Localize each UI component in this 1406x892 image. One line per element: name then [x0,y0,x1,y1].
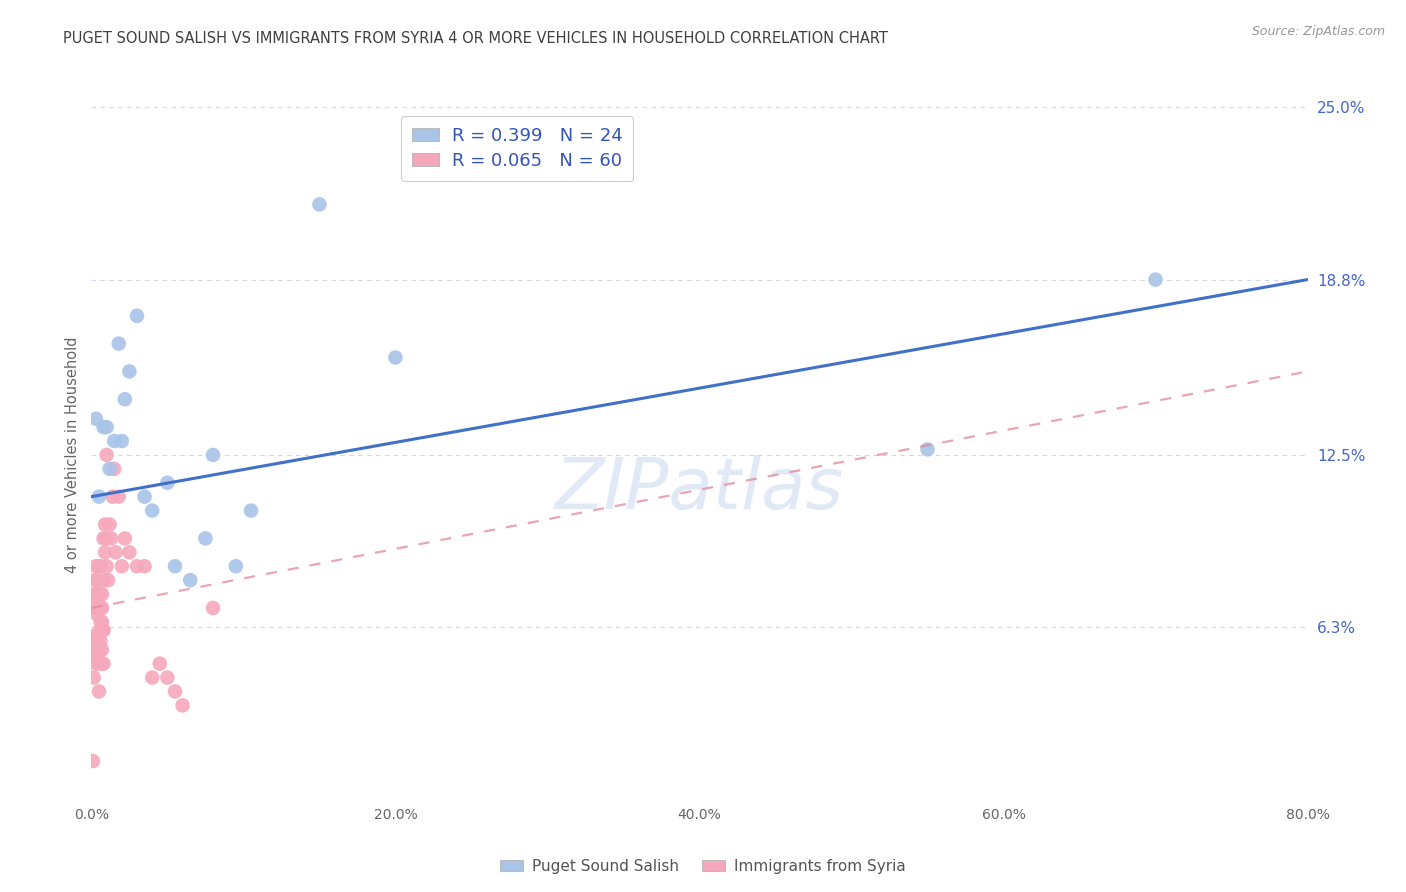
Point [89,634,111,648]
Point [96,559,118,574]
Point [87,559,110,574]
Point [96,448,118,462]
Legend: Puget Sound Salish, Immigrants from Syria: Puget Sound Salish, Immigrants from Syri… [494,853,912,880]
Point [240,503,263,517]
Point [149,657,172,671]
Point [308,197,330,211]
Y-axis label: 4 or more Vehicles in Household: 4 or more Vehicles in Household [65,336,80,574]
Point [83,642,105,657]
Point [97,573,120,587]
Point [141,671,163,685]
Point [172,698,194,713]
Point [87,684,110,698]
Point [84,587,107,601]
Point [118,364,141,378]
Point [917,442,939,457]
Point [86,651,108,665]
Point [89,615,111,629]
Point [83,671,105,685]
Point [96,420,118,434]
Point [107,336,129,351]
Point [89,624,111,638]
Point [94,532,117,546]
Point [86,634,108,648]
Point [125,559,148,574]
Point [89,601,111,615]
Point [163,559,186,574]
Point [87,657,110,671]
Point [225,559,247,574]
Point [103,462,125,476]
Point [100,532,122,546]
Point [93,657,115,671]
Point [118,545,141,559]
Point [93,624,115,638]
Text: ZIPatlas: ZIPatlas [555,455,844,524]
Point [101,490,124,504]
Point [86,629,108,643]
Point [84,607,107,621]
Point [179,573,201,587]
Point [83,573,105,587]
Point [90,657,112,671]
Point [1144,272,1167,286]
Text: PUGET SOUND SALISH VS IMMIGRANTS FROM SYRIA 4 OR MORE VEHICLES IN HOUSEHOLD CORR: PUGET SOUND SALISH VS IMMIGRANTS FROM SY… [63,31,889,46]
Point [86,587,108,601]
Point [114,532,136,546]
Point [93,532,115,546]
Point [84,411,107,425]
Point [83,629,105,643]
Point [89,559,111,574]
Point [86,573,108,587]
Point [134,559,156,574]
Point [91,615,114,629]
Point [134,490,156,504]
Text: Source: ZipAtlas.com: Source: ZipAtlas.com [1251,25,1385,38]
Point [156,475,179,490]
Point [104,545,127,559]
Point [82,754,104,768]
Point [93,573,115,587]
Point [93,420,115,434]
Point [156,671,179,685]
Point [98,517,121,532]
Point [114,392,136,407]
Point [163,684,186,698]
Point [94,545,117,559]
Point [87,490,110,504]
Point [91,601,114,615]
Point [84,657,107,671]
Point [87,642,110,657]
Point [202,601,225,615]
Point [87,587,110,601]
Point [384,351,406,365]
Point [107,490,129,504]
Point [98,462,121,476]
Point [103,434,125,448]
Point [91,642,114,657]
Point [91,624,114,638]
Point [86,595,108,609]
Point [84,601,107,615]
Point [194,532,217,546]
Point [202,448,225,462]
Point [125,309,148,323]
Point [91,587,114,601]
Point [84,559,107,574]
Point [111,434,134,448]
Point [141,503,163,517]
Legend: R = 0.399   N = 24, R = 0.065   N = 60: R = 0.399 N = 24, R = 0.065 N = 60 [401,116,633,181]
Point [87,642,110,657]
Point [111,559,134,574]
Point [94,517,117,532]
